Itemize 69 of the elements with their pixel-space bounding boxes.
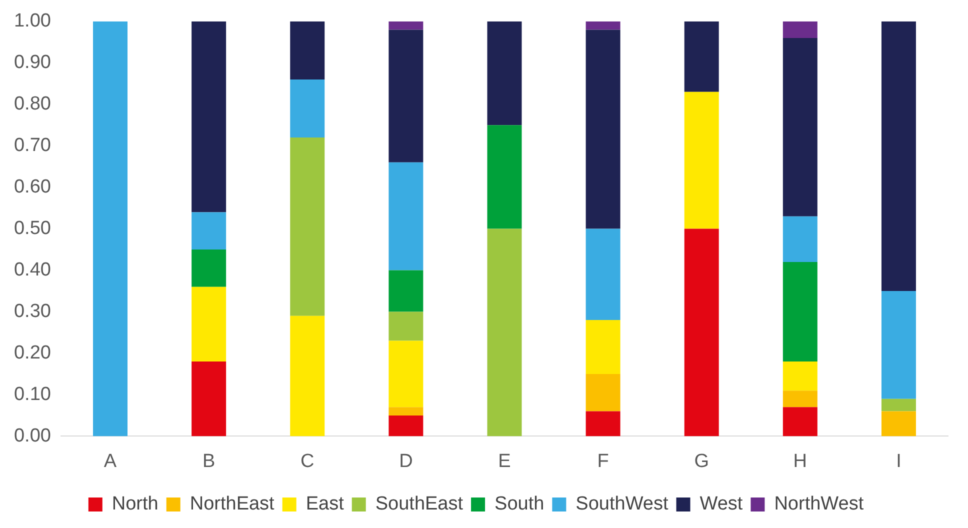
- bar: [586, 21, 620, 30]
- bar: [388, 407, 424, 416]
- bar: [782, 38, 818, 216]
- x-tick-label: A: [104, 450, 117, 472]
- bar: [782, 362, 818, 391]
- bar: [192, 250, 226, 287]
- bar: [388, 162, 424, 270]
- bar: [586, 228, 620, 320]
- bar: [881, 398, 916, 412]
- bar: [684, 21, 719, 92]
- bar: [782, 390, 818, 408]
- x-tick-label: G: [694, 450, 709, 472]
- bar: [586, 374, 620, 412]
- y-tick-label: 0.10: [14, 384, 51, 405]
- bar: [290, 79, 325, 138]
- legend-label: East: [306, 494, 345, 515]
- y-tick-label: 0.60: [14, 176, 51, 198]
- legend-label: West: [700, 494, 744, 515]
- bar: [881, 411, 916, 436]
- bar: [487, 21, 522, 126]
- bar: [881, 21, 916, 292]
- x-tick-label: H: [793, 450, 808, 472]
- y-tick-label: 0.20: [14, 342, 51, 364]
- bar: [487, 228, 522, 436]
- bar: [290, 21, 325, 80]
- legend-label: North: [112, 494, 158, 515]
- bar: [388, 21, 424, 30]
- legend-label: South: [494, 494, 544, 515]
- x-tick-label: I: [896, 450, 902, 472]
- bar: [388, 415, 424, 436]
- bar: [684, 228, 719, 436]
- x-tick-label: E: [498, 450, 511, 472]
- bar: [487, 125, 522, 229]
- bar: [388, 30, 424, 162]
- x-tick-label: C: [300, 450, 314, 472]
- y-tick-label: 0.30: [14, 300, 51, 322]
- legend-label: NorthWest: [774, 494, 864, 515]
- bar: [192, 212, 226, 250]
- y-tick-label: 0.00: [14, 425, 51, 446]
- bar: [192, 362, 226, 436]
- legend-label: SouthWest: [576, 494, 669, 515]
- bar: [388, 340, 424, 408]
- bar: [586, 411, 620, 436]
- bar: [782, 21, 818, 38]
- x-tick-label: F: [597, 450, 609, 472]
- bar: [290, 316, 325, 436]
- bar: [684, 92, 719, 229]
- x-tick-label: D: [399, 450, 413, 472]
- bar: [388, 270, 424, 312]
- bar: [290, 138, 325, 316]
- bar: [782, 216, 818, 262]
- y-tick-label: 1.00: [14, 10, 51, 32]
- legend-label: NorthEast: [190, 494, 276, 515]
- bar: [192, 21, 226, 212]
- bar: [192, 286, 226, 362]
- y-tick-label: 0.90: [14, 52, 51, 74]
- y-tick-label: 0.50: [14, 218, 51, 240]
- bar: [782, 262, 818, 362]
- bar: [93, 21, 128, 436]
- y-tick-label: 0.70: [14, 135, 51, 156]
- x-tick-label: B: [202, 450, 216, 472]
- legend-label: SouthEast: [375, 494, 464, 515]
- bar: [782, 407, 818, 436]
- bar: [586, 30, 620, 229]
- y-tick-label: 0.80: [14, 94, 51, 115]
- bar: [586, 320, 620, 374]
- y-tick-label: 0.40: [14, 260, 51, 281]
- bar: [388, 312, 424, 341]
- bar: [881, 291, 916, 399]
